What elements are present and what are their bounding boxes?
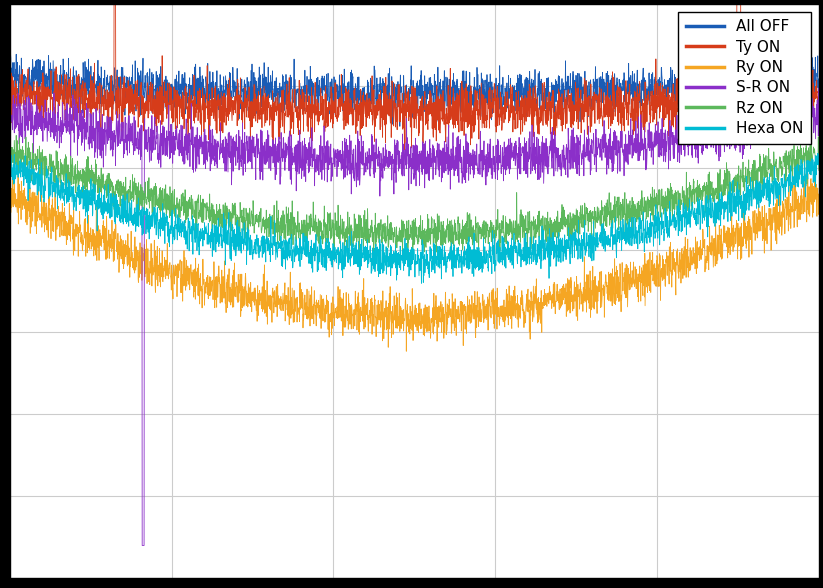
All OFF bbox=[711, 78, 721, 85]
Rz ON bbox=[329, 252, 339, 259]
Line: Ty ON: Ty ON bbox=[10, 0, 819, 149]
Ry ON bbox=[798, 210, 808, 217]
Line: All OFF: All OFF bbox=[10, 54, 819, 126]
Rz ON bbox=[5, 148, 15, 155]
S-R ON bbox=[137, 542, 147, 549]
Hexa ON bbox=[711, 219, 721, 226]
All OFF bbox=[798, 63, 808, 70]
Ry ON bbox=[814, 191, 823, 198]
Ty ON bbox=[351, 108, 360, 115]
Ry ON bbox=[5, 193, 15, 201]
Ty ON bbox=[5, 71, 15, 78]
Rz ON bbox=[711, 189, 721, 196]
Line: Hexa ON: Hexa ON bbox=[10, 148, 819, 283]
Rz ON bbox=[814, 167, 823, 174]
Hexa ON bbox=[798, 183, 808, 191]
Rz ON bbox=[97, 172, 107, 179]
Ry ON bbox=[351, 288, 360, 295]
Rz ON bbox=[315, 218, 325, 225]
Ry ON bbox=[97, 235, 107, 242]
Ry ON bbox=[315, 291, 325, 298]
Hexa ON bbox=[351, 260, 360, 268]
Ty ON bbox=[146, 107, 156, 114]
Hexa ON bbox=[5, 161, 15, 168]
Rz ON bbox=[351, 232, 360, 239]
S-R ON bbox=[5, 90, 15, 97]
Ty ON bbox=[315, 112, 325, 119]
Ty ON bbox=[399, 146, 409, 153]
Rz ON bbox=[12, 132, 21, 139]
Ty ON bbox=[798, 88, 808, 95]
Hexa ON bbox=[416, 280, 426, 287]
Hexa ON bbox=[5, 144, 15, 151]
Ty ON bbox=[97, 103, 107, 110]
Ty ON bbox=[711, 93, 721, 101]
Hexa ON bbox=[315, 233, 325, 240]
Ty ON bbox=[814, 107, 823, 114]
Rz ON bbox=[798, 144, 808, 151]
All OFF bbox=[146, 93, 156, 101]
All OFF bbox=[395, 123, 405, 130]
S-R ON bbox=[97, 119, 107, 126]
All OFF bbox=[6, 51, 16, 58]
S-R ON bbox=[315, 160, 325, 167]
Ry ON bbox=[146, 269, 156, 276]
Line: Rz ON: Rz ON bbox=[10, 135, 819, 256]
Hexa ON bbox=[146, 218, 156, 225]
All OFF bbox=[5, 56, 15, 63]
Ry ON bbox=[711, 252, 721, 259]
All OFF bbox=[315, 106, 325, 113]
Ry ON bbox=[7, 166, 17, 173]
Ry ON bbox=[402, 348, 412, 355]
All OFF bbox=[814, 75, 823, 82]
S-R ON bbox=[351, 155, 360, 162]
Hexa ON bbox=[97, 212, 107, 219]
S-R ON bbox=[146, 137, 156, 144]
S-R ON bbox=[711, 136, 721, 143]
Line: Ry ON: Ry ON bbox=[10, 170, 819, 351]
Legend: All OFF, Ty ON, Ry ON, S-R ON, Rz ON, Hexa ON: All OFF, Ty ON, Ry ON, S-R ON, Rz ON, He… bbox=[678, 12, 811, 144]
Rz ON bbox=[146, 197, 156, 204]
All OFF bbox=[97, 94, 107, 101]
Hexa ON bbox=[814, 161, 823, 168]
S-R ON bbox=[814, 85, 823, 92]
All OFF bbox=[351, 96, 360, 103]
Line: S-R ON: S-R ON bbox=[10, 89, 819, 546]
S-R ON bbox=[798, 99, 808, 106]
S-R ON bbox=[814, 115, 823, 122]
